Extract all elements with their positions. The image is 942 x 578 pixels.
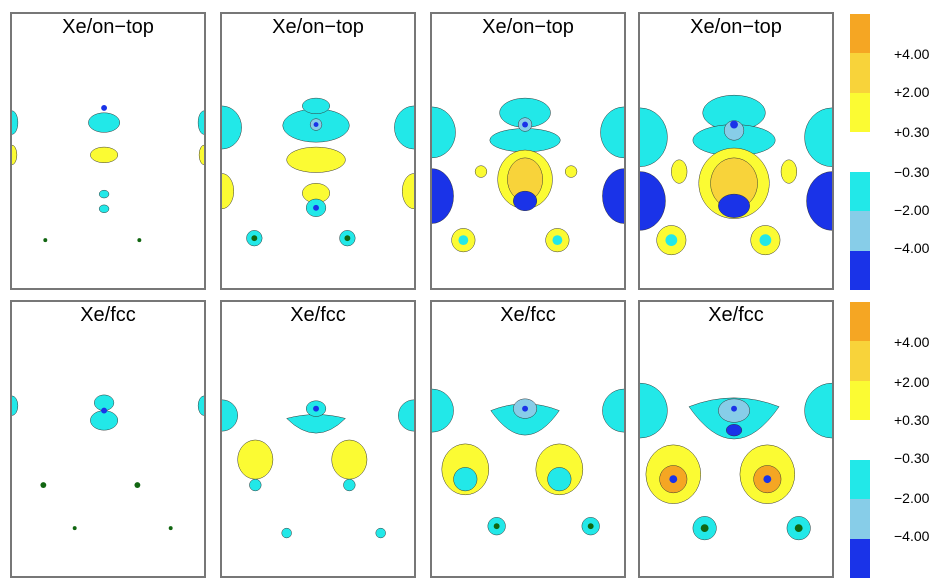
colorbar-segment	[850, 53, 870, 93]
colorbar-label-top-1: +2.00	[894, 84, 930, 100]
panel-title: Xe/on−top	[482, 16, 574, 38]
panel-title: Xe/fcc	[708, 304, 764, 326]
colorbar-segment	[850, 380, 870, 421]
colorbar-segment	[850, 302, 870, 342]
panel-title: Xe/on−top	[690, 16, 782, 38]
panel-title: Xe/on−top	[62, 16, 154, 38]
contour-plot	[222, 97, 414, 247]
colorbar-label-bottom-3: −0.30	[894, 450, 930, 466]
contour-plot	[12, 104, 204, 243]
colorbar-label-top-0: +4.00	[894, 46, 930, 62]
colorbar-label-bottom-4: −2.00	[894, 490, 930, 506]
colorbar-segment	[850, 14, 870, 54]
colorbar-segment	[850, 92, 870, 133]
colorbar-segment	[850, 538, 870, 578]
panel-title: Xe/fcc	[80, 304, 136, 326]
colorbar-label-top-3: −0.30	[894, 164, 930, 180]
contour-plot	[12, 394, 204, 531]
colorbar-label-bottom-0: +4.00	[894, 334, 930, 350]
colorbar-segment	[850, 211, 870, 251]
colorbar-label-bottom-1: +2.00	[894, 374, 930, 390]
colorbar-segment	[850, 341, 870, 381]
colorbar-label-top-4: −2.00	[894, 202, 930, 218]
contour-plot	[432, 97, 624, 253]
panel-fcc-3: Xe/fcc	[430, 300, 626, 578]
contour-plot	[222, 399, 414, 539]
panel-ontop-4: Xe/on−top	[638, 12, 834, 290]
colorbar-label-bottom-5: −4.00	[894, 528, 930, 544]
colorbar-segment	[850, 420, 870, 460]
contour-plot	[640, 94, 832, 256]
colorbar-segment	[850, 499, 870, 539]
contour-plot	[640, 382, 832, 541]
colorbar-segment	[850, 171, 870, 212]
colorbar-segment	[850, 250, 870, 290]
colorbar-segment	[850, 132, 870, 172]
colorbar-label-bottom-2: +0.30	[894, 412, 930, 428]
contour-plot	[432, 388, 624, 536]
colorbar-bottom	[850, 302, 870, 578]
panel-ontop-1: Xe/on−top	[10, 12, 206, 290]
panel-ontop-2: Xe/on−top	[220, 12, 416, 290]
panel-fcc-1: Xe/fcc	[10, 300, 206, 578]
panel-ontop-3: Xe/on−top	[430, 12, 626, 290]
panel-fcc-2: Xe/fcc	[220, 300, 416, 578]
colorbar-segment	[850, 459, 870, 500]
panel-title: Xe/fcc	[290, 304, 346, 326]
panel-title: Xe/on−top	[272, 16, 364, 38]
colorbar-top	[850, 14, 870, 290]
panel-fcc-4: Xe/fcc	[638, 300, 834, 578]
panel-title: Xe/fcc	[500, 304, 556, 326]
colorbar-label-top-2: +0.30	[894, 124, 930, 140]
colorbar-label-top-5: −4.00	[894, 240, 930, 256]
